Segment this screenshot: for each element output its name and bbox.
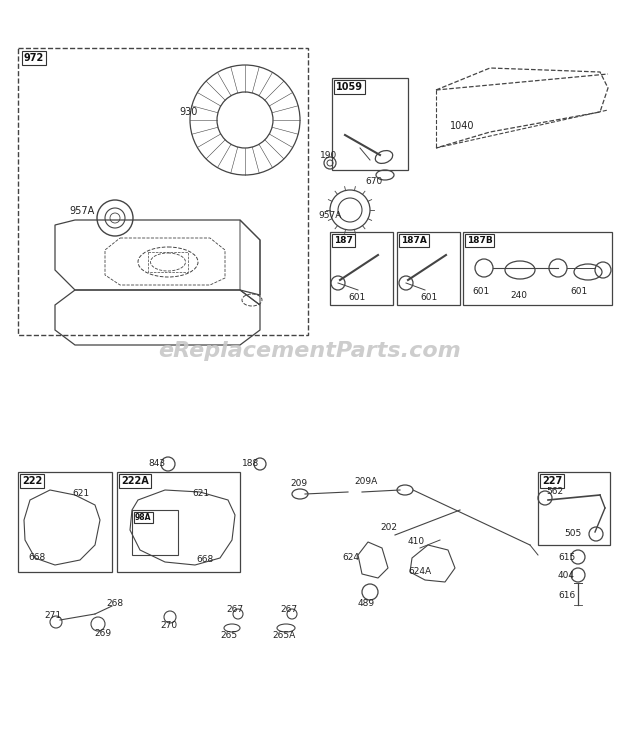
Text: 601: 601 bbox=[420, 293, 437, 303]
Text: 187A: 187A bbox=[401, 236, 427, 245]
Bar bbox=[132, 510, 178, 555]
Text: 268: 268 bbox=[106, 600, 123, 609]
Bar bbox=[463, 232, 612, 305]
Text: 404: 404 bbox=[558, 571, 575, 580]
Text: 601: 601 bbox=[472, 286, 489, 295]
Text: 270: 270 bbox=[160, 621, 177, 630]
Text: 265: 265 bbox=[220, 632, 237, 641]
Text: 222A: 222A bbox=[121, 476, 149, 486]
Bar bbox=[18, 48, 308, 335]
Bar bbox=[117, 472, 240, 572]
Text: eReplacementParts.com: eReplacementParts.com bbox=[159, 341, 461, 361]
Text: 187B: 187B bbox=[467, 236, 493, 245]
Text: 668: 668 bbox=[196, 556, 213, 565]
Text: 621: 621 bbox=[72, 490, 89, 498]
Text: 505: 505 bbox=[564, 528, 582, 537]
Text: 190: 190 bbox=[320, 150, 337, 159]
Text: 187: 187 bbox=[334, 236, 353, 245]
Text: 267: 267 bbox=[280, 606, 297, 615]
Text: 222: 222 bbox=[22, 476, 42, 486]
Text: 188: 188 bbox=[242, 460, 259, 469]
Text: 957A: 957A bbox=[318, 211, 342, 219]
Text: 209A: 209A bbox=[354, 478, 377, 487]
Text: 209: 209 bbox=[290, 479, 307, 489]
Text: 202: 202 bbox=[380, 524, 397, 533]
Text: 1040: 1040 bbox=[450, 121, 474, 131]
Text: 957A: 957A bbox=[69, 206, 94, 216]
Text: 616: 616 bbox=[558, 591, 575, 600]
Text: 269: 269 bbox=[94, 629, 111, 638]
Text: 930: 930 bbox=[179, 107, 197, 117]
Text: 240: 240 bbox=[510, 290, 527, 300]
Text: 98A: 98A bbox=[135, 513, 151, 522]
Text: 624A: 624A bbox=[408, 568, 431, 577]
Bar bbox=[397, 232, 460, 305]
Text: 410: 410 bbox=[408, 537, 425, 547]
Bar bbox=[330, 232, 393, 305]
Text: 1059: 1059 bbox=[336, 82, 363, 92]
Text: 668: 668 bbox=[28, 554, 45, 562]
Text: 601: 601 bbox=[348, 293, 365, 303]
Bar bbox=[538, 472, 610, 545]
Text: 972: 972 bbox=[24, 53, 44, 63]
Text: 227: 227 bbox=[542, 476, 562, 486]
Text: 265A: 265A bbox=[272, 632, 295, 641]
Text: 621: 621 bbox=[192, 490, 209, 498]
Text: 271: 271 bbox=[44, 612, 61, 620]
Text: 624: 624 bbox=[342, 554, 359, 562]
Bar bbox=[18, 472, 112, 572]
Bar bbox=[332, 78, 408, 170]
Text: 615: 615 bbox=[558, 554, 575, 562]
Text: 843: 843 bbox=[148, 460, 165, 469]
Text: 670: 670 bbox=[365, 178, 383, 187]
Text: 601: 601 bbox=[570, 286, 587, 295]
Text: 267: 267 bbox=[226, 606, 243, 615]
Text: 489: 489 bbox=[358, 598, 375, 608]
Text: 562: 562 bbox=[546, 487, 563, 496]
